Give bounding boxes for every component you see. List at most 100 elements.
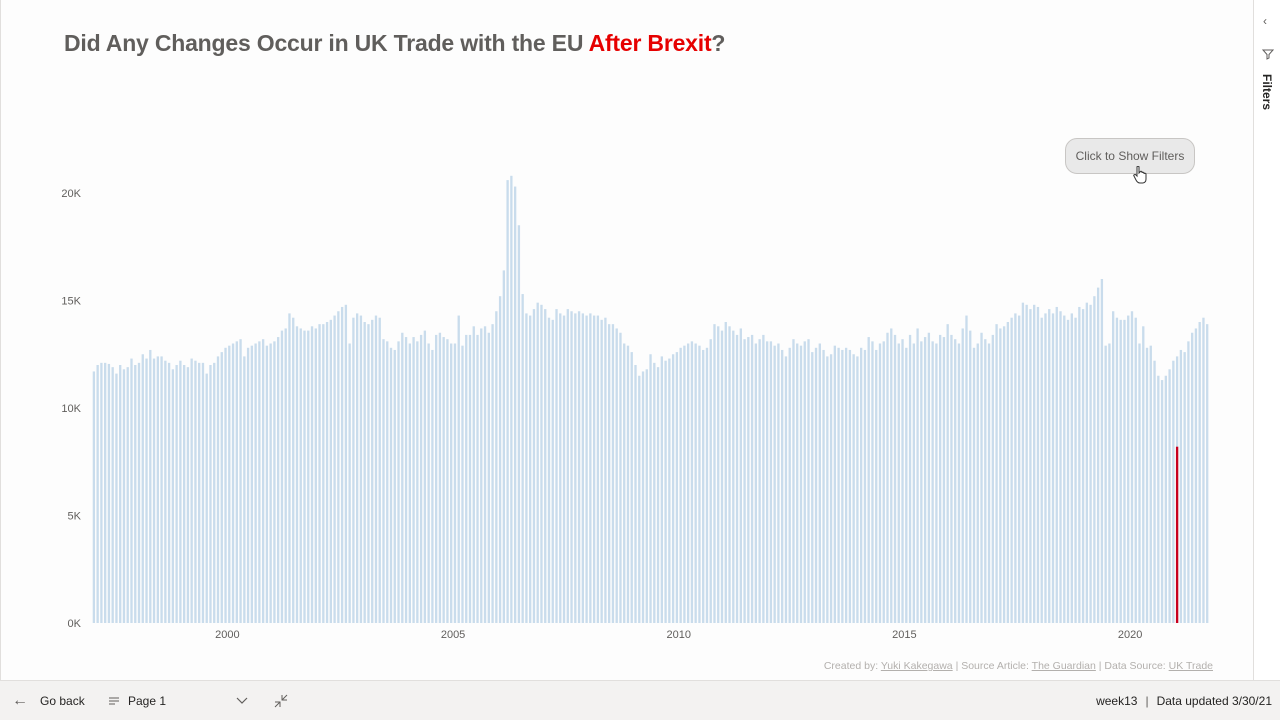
- bar[interactable]: [709, 339, 712, 623]
- bar[interactable]: [660, 356, 663, 623]
- bar[interactable]: [167, 362, 171, 623]
- bar[interactable]: [137, 362, 141, 623]
- bar[interactable]: [777, 343, 780, 624]
- bar[interactable]: [386, 341, 389, 623]
- bar[interactable]: [536, 302, 539, 623]
- bar[interactable]: [431, 349, 434, 623]
- bar[interactable]: [318, 324, 321, 623]
- bar[interactable]: [792, 339, 795, 623]
- bar[interactable]: [513, 186, 517, 624]
- bar[interactable]: [1044, 313, 1047, 623]
- bar[interactable]: [228, 345, 231, 623]
- bar[interactable]: [920, 341, 923, 623]
- bar[interactable]: [649, 354, 652, 623]
- bar[interactable]: [822, 349, 825, 623]
- bar[interactable]: [329, 319, 332, 623]
- bar[interactable]: [867, 337, 870, 623]
- bar[interactable]: [119, 365, 122, 623]
- bar[interactable]: [198, 362, 201, 623]
- bar[interactable]: [762, 334, 765, 623]
- bar[interactable]: [250, 345, 254, 623]
- bar[interactable]: [404, 337, 408, 623]
- bar[interactable]: [220, 352, 223, 623]
- bar[interactable]: [807, 339, 810, 623]
- bar[interactable]: [871, 341, 874, 623]
- bar[interactable]: [149, 349, 152, 623]
- bar[interactable]: [389, 347, 393, 623]
- bar[interactable]: [950, 334, 953, 623]
- bar[interactable]: [322, 324, 325, 623]
- bar[interactable]: [555, 309, 558, 623]
- bar[interactable]: [487, 332, 490, 623]
- bar[interactable]: [480, 328, 483, 623]
- bar[interactable]: [1142, 326, 1145, 623]
- bar[interactable]: [626, 345, 630, 623]
- bar[interactable]: [574, 313, 577, 623]
- bar[interactable]: [954, 339, 957, 623]
- bar[interactable]: [495, 311, 498, 623]
- bar[interactable]: [427, 343, 430, 624]
- bar[interactable]: [1138, 343, 1141, 624]
- bar[interactable]: [1130, 311, 1134, 623]
- bar[interactable]: [307, 330, 310, 623]
- bar[interactable]: [171, 369, 175, 623]
- bar[interactable]: [826, 356, 829, 623]
- bar[interactable]: [717, 326, 720, 623]
- bar[interactable]: [935, 343, 938, 624]
- bar[interactable]: [258, 341, 261, 623]
- bar[interactable]: [773, 345, 776, 623]
- bar[interactable]: [675, 352, 679, 623]
- bar[interactable]: [277, 337, 280, 623]
- bar[interactable]: [1063, 315, 1066, 623]
- bar[interactable]: [679, 347, 682, 623]
- filters-pane-label[interactable]: Filters: [1260, 74, 1274, 111]
- bar[interactable]: [544, 309, 547, 623]
- bar[interactable]: [713, 324, 716, 623]
- bar[interactable]: [908, 334, 912, 623]
- bar[interactable]: [844, 347, 848, 623]
- bar[interactable]: [1149, 345, 1152, 623]
- bar[interactable]: [438, 332, 442, 623]
- bar[interactable]: [401, 332, 404, 623]
- bar[interactable]: [875, 349, 878, 623]
- bar[interactable]: [1021, 302, 1025, 623]
- bar[interactable]: [201, 362, 205, 623]
- bar[interactable]: [860, 347, 863, 623]
- bar[interactable]: [1100, 279, 1104, 623]
- bar[interactable]: [732, 330, 735, 623]
- bar[interactable]: [1202, 317, 1205, 623]
- bar[interactable]: [299, 328, 302, 623]
- bar[interactable]: [592, 315, 596, 623]
- bar[interactable]: [141, 354, 144, 623]
- bar[interactable]: [100, 362, 103, 623]
- bar[interactable]: [600, 319, 603, 623]
- bar[interactable]: [352, 317, 355, 623]
- bar[interactable]: [517, 225, 521, 623]
- bar[interactable]: [483, 326, 487, 623]
- bar[interactable]: [532, 309, 536, 623]
- bar[interactable]: [1164, 375, 1167, 623]
- bar[interactable]: [634, 365, 637, 623]
- bar[interactable]: [765, 341, 769, 623]
- bar[interactable]: [882, 341, 885, 623]
- bar[interactable]: [254, 343, 257, 624]
- bar[interactable]: [980, 332, 983, 623]
- bar[interactable]: [310, 326, 314, 623]
- bar[interactable]: [694, 343, 697, 624]
- chevron-left-icon[interactable]: ‹: [1263, 14, 1267, 28]
- bar[interactable]: [735, 334, 739, 623]
- bar[interactable]: [525, 313, 528, 623]
- bar[interactable]: [186, 367, 190, 623]
- bar[interactable]: [1066, 319, 1070, 623]
- bar[interactable]: [698, 345, 701, 623]
- bar[interactable]: [1112, 311, 1115, 623]
- bar[interactable]: [359, 315, 363, 623]
- bar[interactable]: [1168, 369, 1171, 623]
- bar[interactable]: [619, 332, 622, 623]
- bar[interactable]: [303, 330, 306, 623]
- bar[interactable]: [897, 343, 900, 624]
- bar[interactable]: [107, 363, 111, 623]
- bar[interactable]: [811, 352, 814, 623]
- bar[interactable]: [615, 328, 618, 623]
- bar[interactable]: [1104, 345, 1107, 623]
